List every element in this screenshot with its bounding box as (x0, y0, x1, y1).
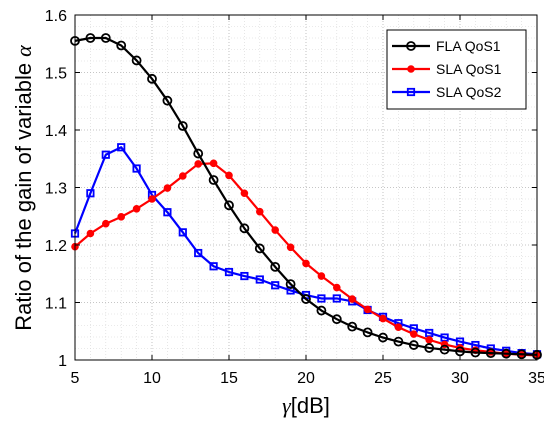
data-point-sla-qos2 (271, 281, 280, 290)
data-point-sla-qos1 (163, 184, 172, 192)
y-tick-label: 1.4 (45, 123, 67, 140)
x-tick-label: 20 (297, 370, 315, 387)
data-point-sla-qos2 (117, 143, 126, 152)
data-point-sla-qos2 (194, 248, 203, 258)
x-tick-label: 15 (220, 370, 238, 387)
x-tick-label: 5 (71, 370, 80, 387)
data-point-sla-qos1 (256, 207, 264, 216)
data-point-sla-qos1 (102, 219, 110, 228)
legend-item-fla-qos1: FLA QoS1 (392, 38, 501, 54)
data-point-fla-qos1 (408, 340, 419, 350)
x-axis-title: γ[dB] (282, 393, 330, 418)
x-tick-label: 35 (528, 370, 544, 387)
legend-item-sla-qos2: SLA QoS2 (392, 84, 502, 100)
data-point-fla-qos1 (285, 279, 296, 290)
x-tick-label: 25 (374, 370, 392, 387)
data-point-sla-qos1 (148, 195, 156, 203)
data-point-fla-qos1 (239, 223, 250, 234)
data-point-sla-qos1 (394, 323, 403, 332)
data-point-sla-qos1 (410, 330, 418, 338)
data-point-fla-qos1 (470, 347, 481, 358)
y-tick-label: 1 (58, 353, 67, 370)
x-tick-label: 10 (143, 370, 161, 387)
legend-label-fla-qos1: FLA QoS1 (436, 38, 501, 54)
data-point-fla-qos1 (316, 305, 327, 316)
data-point-sla-qos1 (363, 305, 372, 314)
x-tick-label: 30 (451, 370, 469, 387)
data-point-fla-qos1 (193, 148, 204, 159)
data-point-sla-qos2 (132, 164, 141, 173)
data-point-fla-qos1 (208, 175, 219, 185)
data-point-fla-qos1 (85, 33, 96, 43)
data-point-sla-qos1 (271, 226, 280, 234)
data-point-sla-qos2 (317, 294, 326, 303)
legend-item-sla-qos1: SLA QoS1 (392, 61, 502, 77)
data-point-sla-qos1 (225, 171, 233, 180)
data-point-sla-qos2 (86, 189, 95, 198)
data-point-fla-qos1 (362, 327, 373, 338)
y-tick-label: 1.2 (45, 238, 67, 255)
series-layer (70, 33, 542, 360)
data-point-fla-qos1 (162, 95, 173, 106)
legend-marker-sla-qos1 (407, 65, 415, 73)
data-point-fla-qos1 (501, 348, 512, 359)
data-point-fla-qos1 (331, 314, 342, 325)
series-line-fla-qos1 (74, 36, 538, 356)
data-point-sla-qos1 (333, 283, 341, 292)
data-point-fla-qos1 (116, 40, 127, 51)
y-tick-label: 1.5 (45, 66, 67, 83)
data-point-sla-qos2 (224, 267, 234, 277)
data-point-sla-qos1 (425, 336, 434, 344)
data-point-sla-qos1 (317, 272, 326, 280)
data-point-sla-qos1 (117, 213, 125, 221)
legend-marker-fla-qos1 (406, 41, 416, 51)
data-point-fla-qos1 (270, 261, 281, 272)
data-point-fla-qos1 (100, 33, 111, 43)
data-point-sla-qos1 (132, 204, 141, 213)
data-point-fla-qos1 (424, 343, 435, 353)
legend-label-sla-qos1: SLA QoS1 (436, 61, 502, 77)
data-point-sla-qos2 (255, 275, 264, 284)
data-point-fla-qos1 (224, 200, 234, 211)
data-point-fla-qos1 (177, 121, 188, 131)
data-point-sla-qos1 (348, 295, 357, 303)
data-point-fla-qos1 (254, 243, 265, 254)
data-point-fla-qos1 (485, 348, 496, 359)
data-point-fla-qos1 (147, 73, 157, 84)
legend-label-sla-qos2: SLA QoS2 (436, 84, 502, 100)
legend: FLA QoS1 SLA QoS1 SLA QoS2 (386, 29, 527, 110)
data-point-sla-qos2 (209, 262, 218, 271)
data-point-sla-qos2 (101, 150, 110, 159)
data-point-sla-qos1 (194, 160, 202, 168)
data-point-sla-qos1 (179, 172, 187, 180)
data-point-fla-qos1 (301, 294, 311, 304)
data-point-fla-qos1 (393, 336, 404, 347)
data-point-sla-qos1 (240, 189, 249, 198)
data-point-sla-qos2 (240, 271, 249, 281)
data-point-fla-qos1 (131, 55, 142, 66)
data-point-fla-qos1 (378, 332, 388, 343)
axis-ticks (74, 14, 538, 361)
data-point-sla-qos2 (178, 228, 187, 237)
data-point-sla-qos1 (379, 314, 387, 323)
x-tick-labels: 5 10 15 20 25 30 35 (71, 370, 544, 387)
y-tick-label: 1.6 (45, 8, 67, 25)
data-point-sla-qos2 (332, 294, 341, 303)
data-point-sla-qos1 (209, 159, 218, 168)
y-axis-title: Ratio of the gain of variable α (11, 45, 36, 331)
y-tick-labels: 1 1.1 1.2 1.3 1.4 1.5 1.6 (45, 8, 67, 370)
data-point-fla-qos1 (347, 321, 358, 332)
y-tick-label: 1.3 (45, 181, 67, 198)
series-fla-qos1 (70, 33, 542, 360)
y-tick-label: 1.1 (45, 296, 67, 313)
legend-marker-sla-qos2 (406, 87, 416, 97)
data-point-fla-qos1 (439, 344, 450, 355)
data-point-sla-qos1 (86, 229, 95, 238)
data-point-sla-qos1 (286, 243, 295, 252)
data-point-sla-qos1 (302, 259, 310, 268)
data-point-fla-qos1 (516, 349, 527, 360)
data-point-sla-qos2 (163, 208, 172, 217)
